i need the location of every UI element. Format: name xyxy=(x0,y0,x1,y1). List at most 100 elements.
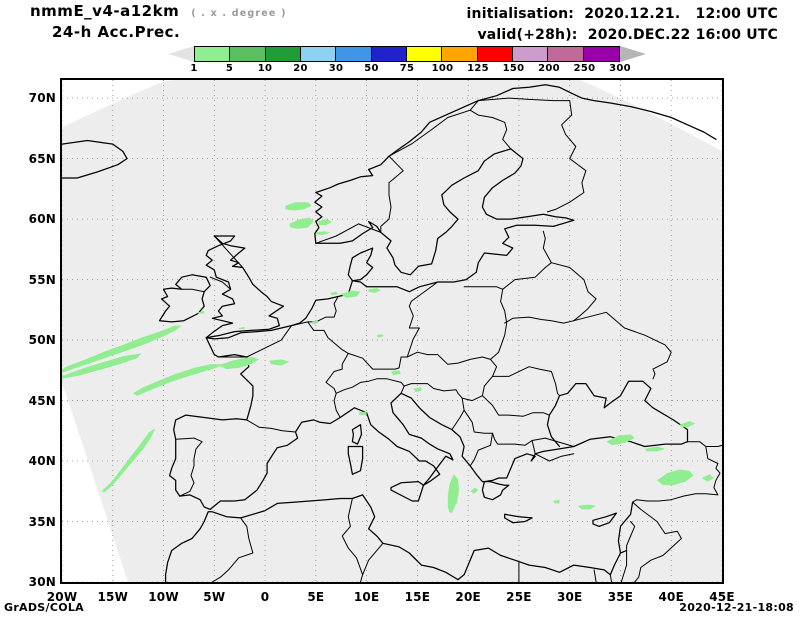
colorbar-swatch xyxy=(477,47,513,61)
precip-atlantic-band-1b xyxy=(62,353,142,379)
longitude-tick-label: 15E xyxy=(404,590,431,604)
border-turkey-south xyxy=(632,446,721,503)
initialisation-time: initialisation: 2020.12.21. 12:00 UTC xyxy=(466,6,778,22)
colorbar-tick: 150 xyxy=(502,63,525,74)
latitude-tick-label: 60N xyxy=(28,212,56,227)
colorbar-tick: 300 xyxy=(609,63,631,74)
valid-time: valid(+28h): 2020.DEC.22 16:00 UTC xyxy=(477,27,778,43)
colorbar-tick: 5 xyxy=(225,63,234,74)
precip-turkey-south xyxy=(577,504,597,510)
model-domain xyxy=(62,80,722,582)
latitude-tick-label: 65N xyxy=(28,151,56,166)
precip-black-sea-east xyxy=(644,446,666,452)
border-belarus xyxy=(550,262,597,322)
longitude-tick-label: 35E xyxy=(607,590,634,604)
longitude-tick-label: 40E xyxy=(658,590,684,604)
colorbar-swatch xyxy=(336,47,372,61)
header-left: nmmE_v4-a12km ( . x . degree ) 24-h Acc.… xyxy=(0,2,420,41)
colorbar-tick: 200 xyxy=(538,63,560,74)
colorbar-tick: 250 xyxy=(573,63,596,74)
colorbar-swatch xyxy=(548,47,584,61)
border-ireland-ni xyxy=(181,288,205,293)
model-title-row: nmmE_v4-a12km ( . x . degree ) xyxy=(0,2,420,20)
border-england-scotland xyxy=(209,276,232,290)
border-hungary xyxy=(403,358,498,402)
border-romania-moldova xyxy=(492,366,560,397)
border-france-north-coast xyxy=(217,325,292,358)
precip-benelux xyxy=(311,320,318,325)
coastline-black-sea xyxy=(546,380,689,448)
coastline-baltic-south xyxy=(351,219,575,293)
border-alpine-central xyxy=(347,351,491,370)
header-right: initialisation: 2020.12.21. 12:00 UTC va… xyxy=(467,4,778,46)
border-ukraine-russia xyxy=(573,311,672,380)
footer-credit: GrADS/COLA xyxy=(4,601,84,614)
coastline-iceland xyxy=(62,139,128,179)
latitude-tick-label: 70N xyxy=(28,91,56,106)
precip-norway-2 xyxy=(289,217,314,229)
border-marmara xyxy=(534,453,575,462)
border-finland-russia xyxy=(477,97,587,213)
colorbar-tick: 50 xyxy=(364,63,379,74)
border-syria-iraq xyxy=(632,501,682,582)
precip-atlantic-band-1 xyxy=(62,325,182,373)
border-poland-coast xyxy=(410,281,439,302)
coastline-sardinia xyxy=(347,445,364,475)
precip-england-sw xyxy=(238,326,245,330)
latitude-tick-label: 45N xyxy=(28,393,56,408)
border-tunisia-libya xyxy=(360,542,384,582)
colorbar-tick: 75 xyxy=(399,63,415,74)
border-poland-east xyxy=(463,286,508,360)
precip-alps-2 xyxy=(413,387,422,393)
precip-turkey-sw xyxy=(553,499,560,504)
precip-atlantic-band-2 xyxy=(133,364,223,396)
border-germany-poland xyxy=(406,300,420,358)
border-norway-sweden xyxy=(380,155,404,233)
colorbar-swatch xyxy=(195,47,231,61)
precip-iberia-approach xyxy=(101,428,156,493)
border-norway-sweden-n xyxy=(388,100,479,157)
precip-east-turkey-2 xyxy=(701,474,714,482)
longitude-tick-label: 30E xyxy=(556,590,583,604)
precip-germany xyxy=(376,334,383,338)
coastline-iberia-france xyxy=(168,337,341,511)
border-serbia-bosnia xyxy=(451,397,465,431)
colorbar-tick: 100 xyxy=(431,63,454,74)
precip-norway-1 xyxy=(285,202,312,211)
longitude-tick-label: 5W xyxy=(203,590,226,604)
latitude-tick-label: 50N xyxy=(28,333,56,348)
latitude-tick-label: 40N xyxy=(28,454,56,469)
longitude-tick-label: 5E xyxy=(307,590,325,604)
coastline-denmark xyxy=(347,247,374,282)
border-benelux-germany xyxy=(291,296,339,327)
colorbar-swatch xyxy=(230,47,266,61)
longitude-tick-label: 20E xyxy=(455,590,481,604)
longitude-axis: 20W 15W 10W 5W 0 5E 10E 15E 20E 25E 30E 35E 40E 45E xyxy=(47,590,735,608)
latitude-axis: 30N 35N 40N 45N 50N 55N 60N 65N 70N xyxy=(0,78,56,589)
coastline-sicily xyxy=(390,480,425,502)
latitude-tick-label: 55N xyxy=(28,272,56,287)
coastline-italy-balkans xyxy=(339,392,689,501)
border-turkey-eu xyxy=(531,437,546,441)
model-units: ( . x . degree ) xyxy=(191,8,287,19)
border-italy-north xyxy=(333,378,405,418)
colorbar-swatch xyxy=(442,47,478,61)
colorbar-tick: 20 xyxy=(293,63,308,74)
precip-black-sea-south xyxy=(606,434,635,446)
colorbar-tick: 30 xyxy=(328,63,344,74)
border-romania-bulgaria xyxy=(481,395,550,417)
colorbar: 1 5 10 20 30 50 75 100 125 150 200 250 300 xyxy=(168,46,646,74)
map-canvas xyxy=(62,80,722,582)
coastline-skagerrak xyxy=(315,220,382,244)
colorbar-swatch xyxy=(371,47,407,61)
precip-brittany xyxy=(218,357,259,370)
coastline-corsica xyxy=(351,424,363,445)
border-algeria-tunisia xyxy=(341,498,364,576)
colorbar-over-arrow xyxy=(620,46,646,62)
border-france-east xyxy=(307,321,349,394)
longitude-tick-label: 0 xyxy=(260,590,270,604)
precip-channel-east xyxy=(269,359,290,366)
border-macedonia-albania xyxy=(469,432,493,467)
precip-ireland-se xyxy=(198,311,205,314)
colorbar-strip xyxy=(168,46,646,62)
